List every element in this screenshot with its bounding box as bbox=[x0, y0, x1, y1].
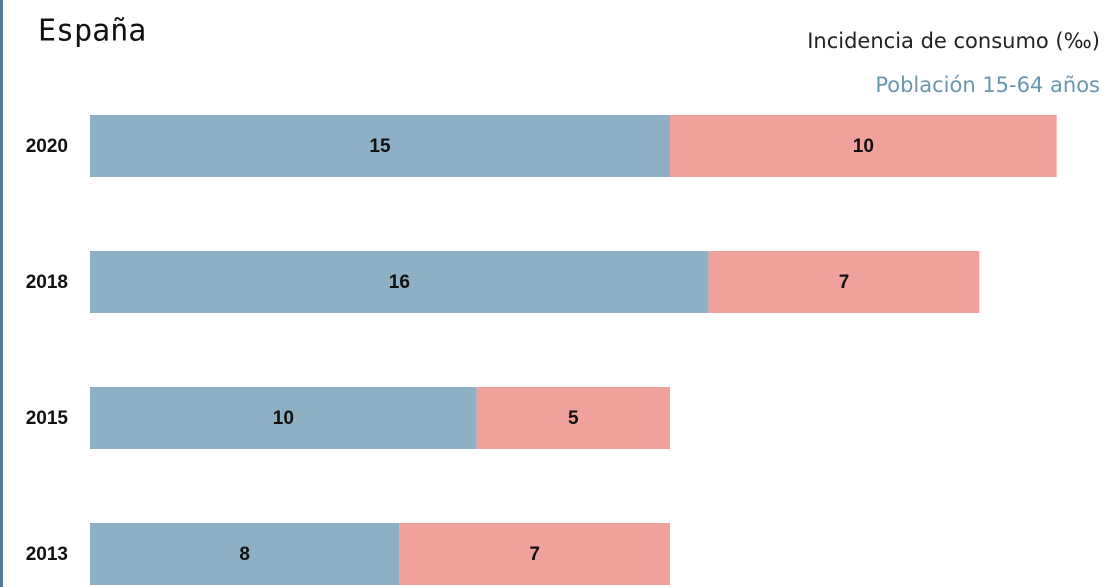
bar-segment bbox=[399, 523, 670, 585]
category-label: 2018 bbox=[26, 272, 68, 293]
bar-segment bbox=[670, 115, 1057, 177]
data-label: 7 bbox=[529, 544, 540, 565]
chart-title: España bbox=[38, 14, 146, 49]
left-border bbox=[0, 0, 3, 587]
data-label: 15 bbox=[369, 136, 391, 157]
data-label: 16 bbox=[389, 272, 410, 293]
bar-segment bbox=[90, 115, 670, 177]
data-label: 10 bbox=[853, 136, 874, 157]
data-label: 7 bbox=[839, 272, 850, 293]
bar-segment bbox=[476, 387, 670, 449]
category-label: 2015 bbox=[26, 408, 69, 429]
data-label: 8 bbox=[239, 544, 250, 565]
chart-subtitle: Incidencia de consumo (‰) bbox=[807, 29, 1100, 53]
data-label: 5 bbox=[568, 408, 579, 429]
chart-note: Población 15-64 años bbox=[875, 73, 1100, 97]
bar-segment bbox=[90, 523, 400, 585]
category-label: 2020 bbox=[26, 136, 68, 157]
bar-segment bbox=[90, 387, 477, 449]
category-label: 2013 bbox=[26, 544, 68, 565]
data-label: 10 bbox=[273, 408, 294, 429]
bar-segment bbox=[708, 251, 980, 313]
bar-segment bbox=[90, 251, 709, 313]
